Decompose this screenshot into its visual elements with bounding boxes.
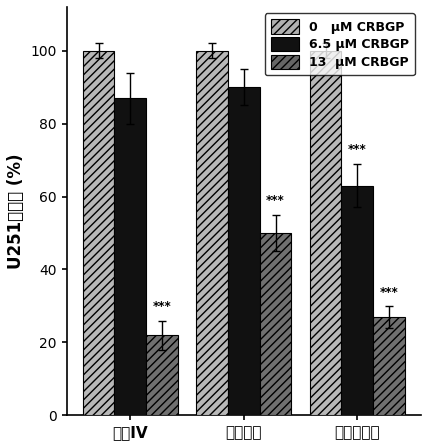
Bar	[228, 87, 260, 415]
Bar	[342, 186, 373, 415]
Bar	[309, 51, 342, 415]
Legend: 0   μM CRBGP, 6.5 μM CRBGP, 13  μM CRBGP: 0 μM CRBGP, 6.5 μM CRBGP, 13 μM CRBGP	[265, 13, 415, 75]
Y-axis label: U251粘附率 (%): U251粘附率 (%)	[7, 153, 25, 269]
Bar	[196, 51, 228, 415]
Text: ***: ***	[348, 143, 367, 156]
Text: ***: ***	[380, 286, 398, 299]
Bar	[373, 317, 405, 415]
Bar	[83, 51, 114, 415]
Bar	[114, 98, 146, 415]
Bar	[146, 335, 178, 415]
Bar	[260, 233, 291, 415]
Text: ***: ***	[153, 300, 172, 313]
Text: ***: ***	[266, 194, 285, 207]
